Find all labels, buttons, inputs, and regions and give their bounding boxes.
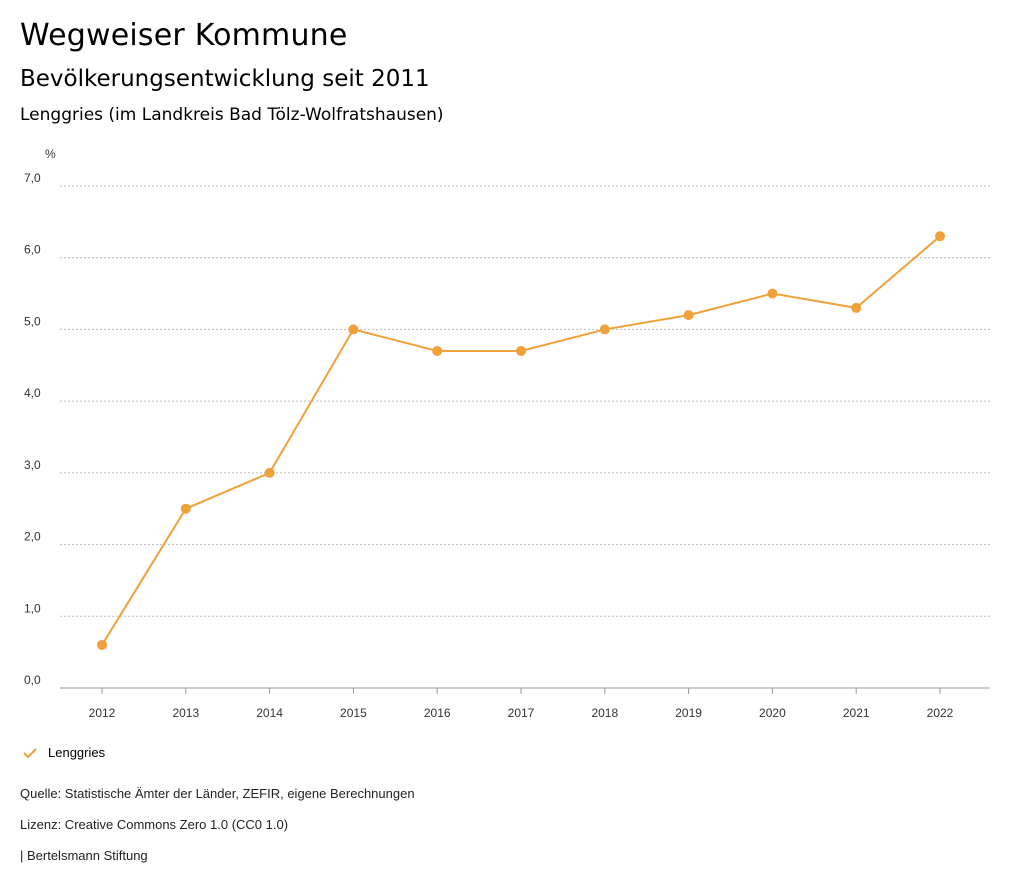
data-point-2015 [348, 324, 359, 335]
x-tick-label-2021: 2021 [843, 706, 870, 720]
y-tick-label-7: 7,0 [24, 171, 41, 185]
data-point-2017 [516, 345, 526, 356]
data-point-2012 [97, 639, 107, 650]
x-tick-label-2016: 2016 [424, 706, 451, 720]
data-point-2013 [180, 503, 191, 514]
data-point-2022 [935, 231, 945, 242]
data-point-2019 [683, 310, 694, 321]
x-tick-label-2018: 2018 [591, 706, 618, 720]
x-tick-label-2017: 2017 [508, 706, 535, 720]
series-line-0 [101, 235, 941, 646]
data-point-2020 [767, 288, 778, 299]
legend-check-icon [23, 747, 37, 758]
x-tick-label-2019: 2019 [675, 706, 702, 720]
y-tick-label-2: 2,0 [24, 530, 41, 544]
source-note: Quelle: Statistische Ämter der Länder, Z… [20, 786, 415, 801]
legend[interactable]: Lenggries [22, 745, 105, 760]
x-tick-label-2020: 2020 [759, 706, 786, 720]
publisher-note: | Bertelsmann Stiftung [20, 848, 148, 863]
x-tick-label-2014: 2014 [256, 706, 283, 720]
line-chart: % 0,0 1,0 2,0 3,0 4,0 5,0 6,0 7,0 2012 2013 2014 201… [24, 147, 990, 720]
x-tick-label-2012: 2012 [89, 706, 116, 720]
region-label: Lenggries (im Landkreis Bad Tölz-Wolfrat… [20, 105, 444, 125]
y-tick-label-4: 4,0 [24, 386, 41, 400]
data-point-2021 [851, 302, 862, 313]
x-tick-label-2013: 2013 [172, 706, 199, 720]
data-point-2018 [599, 324, 610, 335]
y-tick-label-6: 6,0 [24, 243, 41, 257]
x-tick-label-2022: 2022 [927, 706, 954, 720]
license-note: Lizenz: Creative Commons Zero 1.0 (CC0 1… [20, 817, 289, 832]
y-tick-label-0: 0,0 [24, 673, 41, 687]
x-tick-label-2015: 2015 [340, 706, 367, 720]
data-point-2014 [264, 467, 275, 478]
y-axis-unit-label: % [45, 147, 56, 161]
y-tick-label-5: 5,0 [24, 314, 41, 328]
legend-item-lenggries: Lenggries [48, 745, 106, 760]
y-tick-label-3: 3,0 [24, 458, 41, 472]
chart-subtitle: Bevölkerungsentwicklung seit 2011 [20, 66, 430, 92]
page-title: Wegweiser Kommune [20, 18, 348, 53]
data-point-2016 [432, 345, 443, 356]
y-tick-label-1: 1,0 [24, 601, 41, 615]
